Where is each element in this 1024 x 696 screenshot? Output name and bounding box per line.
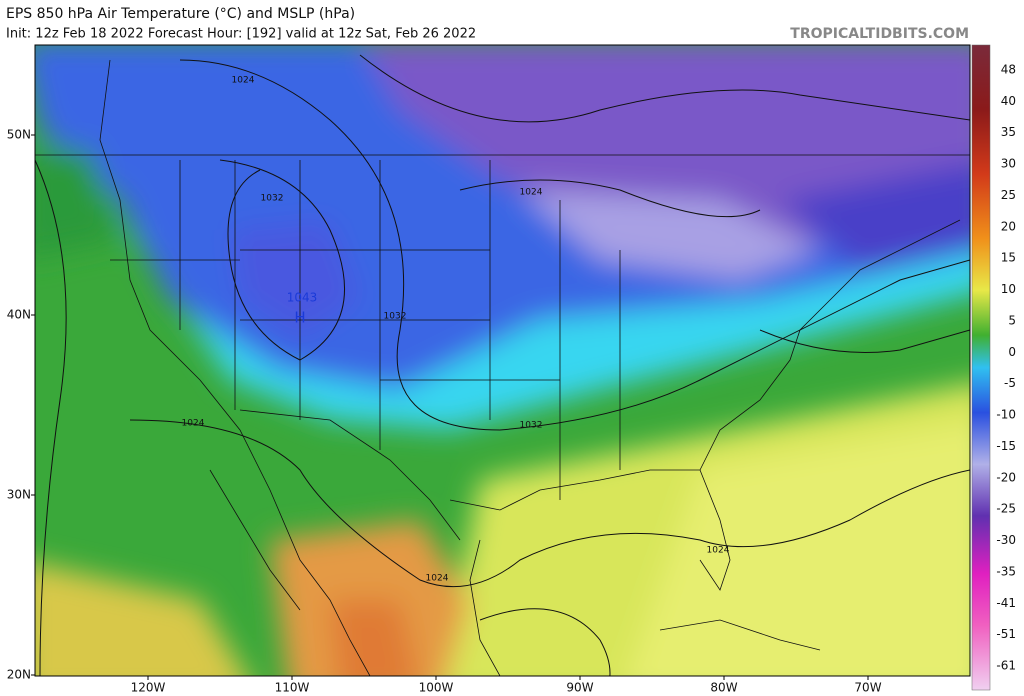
colorbar-label: -25 <box>996 502 1016 516</box>
isobar-label: 1024 <box>426 574 449 584</box>
colorbar-label: 40 <box>1001 94 1016 108</box>
isobar-label: 1024 <box>707 546 730 556</box>
colorbar-label: 0 <box>1008 345 1016 359</box>
colorbar-label: -35 <box>996 564 1016 578</box>
longitude-label: 80W <box>710 681 737 695</box>
colorbar-label: -20 <box>996 470 1016 484</box>
high-pressure-value: 1043 <box>287 291 318 305</box>
colorbar-label: 35 <box>1001 125 1016 139</box>
latitude-label: 50N <box>7 128 31 142</box>
temperature-field <box>35 45 970 676</box>
longitude-label: 70W <box>854 681 881 695</box>
isobars <box>35 54 970 676</box>
latitude-label: 30N <box>7 488 31 502</box>
colorbar-label: 25 <box>1001 188 1016 202</box>
watermark: TROPICALTIDBITS.COM <box>790 26 969 42</box>
isobar-label: 1032 <box>261 194 284 204</box>
colorbar-label: 5 <box>1008 313 1016 327</box>
colorbar-label: -61 <box>996 659 1016 673</box>
longitude-label: 120W <box>131 681 166 695</box>
isobar-label: 1032 <box>520 421 543 431</box>
colorbar-label: -15 <box>996 439 1016 453</box>
colorbar-label: 10 <box>1001 282 1016 296</box>
colorbar-label: -30 <box>996 533 1016 547</box>
colorbar-labels: 48 40 35 30 25 20 15 10 5 0 -5 -10 -15 -20 -25 -30 -35 -4… <box>996 63 1016 673</box>
colorbar-label: 20 <box>1001 219 1016 233</box>
isobar-label: 1024 <box>520 188 543 198</box>
isobar-label: 1032 <box>384 312 407 322</box>
colorbar-label: -5 <box>1004 376 1016 390</box>
high-pressure-symbol: H <box>294 309 305 327</box>
colorbar-label: -10 <box>996 408 1016 422</box>
latitude-labels: 50N 40N 30N 20N <box>7 128 35 682</box>
longitude-label: 90W <box>566 681 593 695</box>
isobar-label: 1024 <box>182 419 205 429</box>
colorbar-label: 48 <box>1001 63 1016 77</box>
isobar-label: 1024 <box>232 76 255 86</box>
colorbar-label: 15 <box>1001 251 1016 265</box>
colorbar-label: 30 <box>1001 157 1016 171</box>
latitude-label: 20N <box>7 668 31 682</box>
subtitle: Init: 12z Feb 18 2022 Forecast Hour: [19… <box>6 27 476 42</box>
longitude-labels: 120W 110W 100W 90W 80W 70W <box>131 676 882 695</box>
longitude-label: 100W <box>419 681 454 695</box>
title: EPS 850 hPa Air Temperature (°C) and MSL… <box>6 6 355 22</box>
longitude-label: 110W <box>275 681 310 695</box>
colorbar <box>971 44 991 691</box>
map-frame <box>34 44 971 677</box>
map: 1024 1032 1024 1032 1032 1024 1024 1024 … <box>35 45 970 676</box>
latitude-label: 40N <box>7 308 31 322</box>
colorbar-label: -41 <box>996 596 1016 610</box>
colorbar-label: -51 <box>996 627 1016 641</box>
